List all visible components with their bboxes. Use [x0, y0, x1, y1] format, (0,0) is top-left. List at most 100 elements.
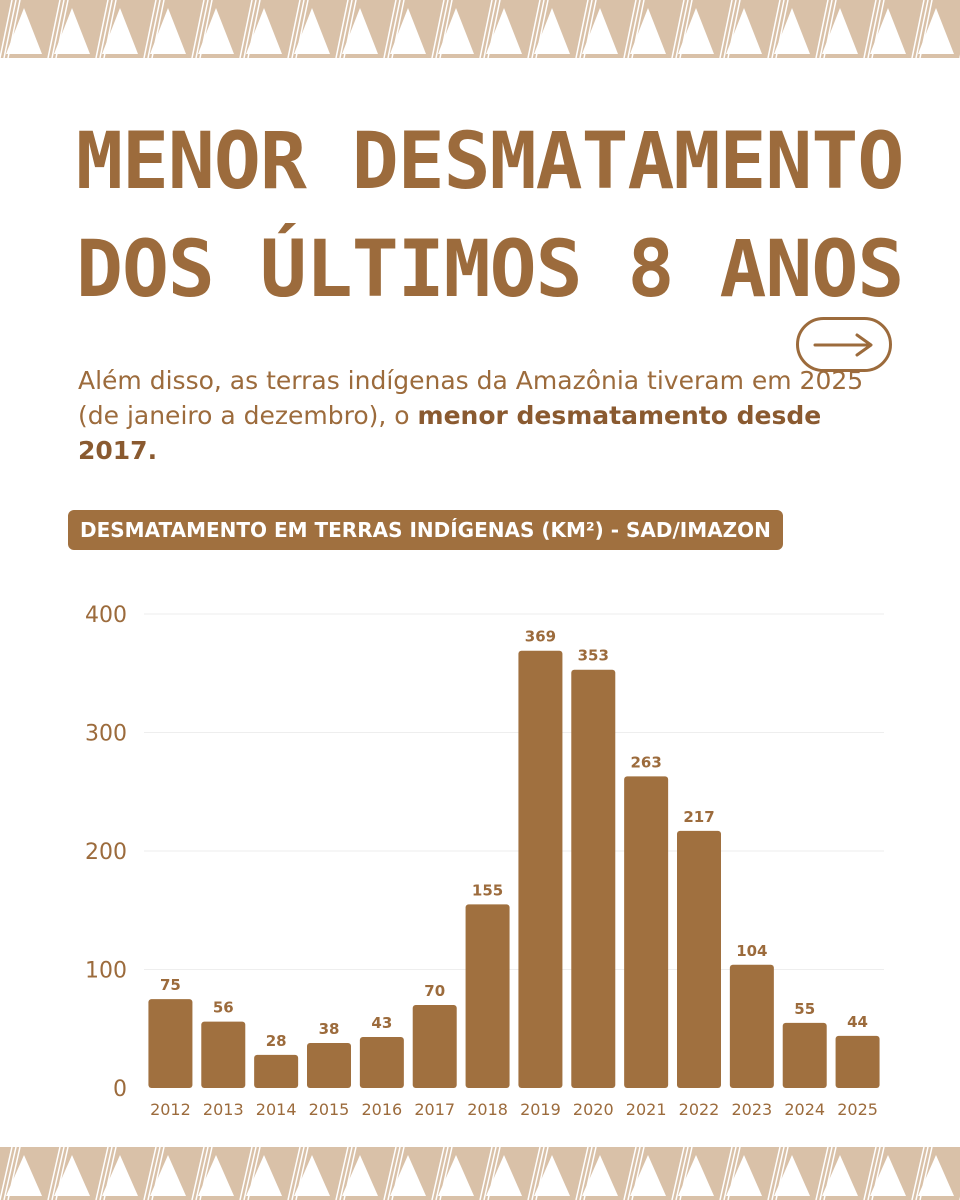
- bar-2023: [729, 964, 774, 1088]
- bar-2016: [359, 1037, 404, 1088]
- border-stripe: [435, 0, 449, 58]
- border-triangle: [198, 8, 234, 54]
- border-stripe: [243, 0, 257, 58]
- border-stripe: [679, 1147, 693, 1200]
- border-stripe: [535, 1147, 549, 1200]
- border-triangle: [774, 1155, 810, 1196]
- border-triangle: [198, 1155, 234, 1196]
- border-stripe: [439, 0, 453, 58]
- border-stripe: [7, 1147, 21, 1200]
- border-stripe: [243, 1147, 257, 1200]
- border-triangle: [294, 8, 330, 54]
- subtitle: Além disso, as terras indígenas da Amazô…: [78, 363, 878, 468]
- border-triangle: [6, 1155, 42, 1196]
- border-stripe: [579, 1147, 593, 1200]
- border-triangle: [726, 8, 762, 54]
- data-label: 75: [160, 976, 181, 994]
- data-label: 44: [847, 1013, 868, 1031]
- border-stripe: [871, 0, 885, 58]
- border-stripe: [335, 1147, 349, 1200]
- y-tick-label: 100: [85, 959, 127, 984]
- border-stripe: [339, 0, 353, 58]
- border-stripe: [143, 1147, 157, 1200]
- border-stripe: [191, 0, 205, 58]
- border-stripe: [291, 1147, 305, 1200]
- border-stripe: [55, 0, 69, 58]
- border-stripe: [775, 0, 789, 58]
- border-stripe: [815, 1147, 829, 1200]
- border-stripe: [767, 0, 781, 58]
- border-stripe: [919, 1147, 933, 1200]
- border-stripe: [527, 1147, 541, 1200]
- x-tick-label: 2023: [731, 1100, 772, 1119]
- border-stripe: [435, 1147, 449, 1200]
- border-stripe: [527, 0, 541, 58]
- border-stripe: [247, 0, 261, 58]
- y-tick-label: 200: [85, 840, 127, 865]
- decorative-border-bottom: [0, 1147, 960, 1200]
- border-stripe: [99, 0, 113, 58]
- data-label: 369: [525, 628, 556, 646]
- data-label: 104: [736, 942, 767, 960]
- border-triangle: [678, 8, 714, 54]
- bar-2019: [518, 650, 563, 1088]
- border-triangle: [870, 1155, 906, 1196]
- border-stripe: [483, 0, 497, 58]
- title-line-1: MENOR DESMATAMENTO: [76, 117, 904, 207]
- border-stripe: [199, 1147, 213, 1200]
- border-triangle: [486, 8, 522, 54]
- border-stripe: [771, 0, 785, 58]
- border-stripe: [631, 1147, 645, 1200]
- border-stripe: [483, 1147, 497, 1200]
- subtitle-bold: menor desmatamento desde 2017.: [78, 401, 822, 465]
- border-triangle: [582, 1155, 618, 1196]
- border-triangle: [918, 8, 954, 54]
- y-tick-label: 300: [85, 722, 127, 747]
- border-stripe: [919, 0, 933, 58]
- border-triangle: [534, 1155, 570, 1196]
- border-stripe: [391, 0, 405, 58]
- border-stripe: [343, 1147, 357, 1200]
- border-stripe: [679, 0, 693, 58]
- border-stripe: [815, 0, 829, 58]
- data-label: 43: [371, 1014, 392, 1032]
- border-stripe: [391, 1147, 405, 1200]
- x-tick-label: 2014: [256, 1100, 297, 1119]
- y-tick-label: 400: [85, 603, 127, 628]
- border-stripe: [387, 1147, 401, 1200]
- arrow-right-icon: [813, 333, 873, 356]
- page-title: MENOR DESMATAMENTO DOS ÚLTIMOS 8 ANOS: [76, 108, 904, 324]
- border-stripe: [771, 1147, 785, 1200]
- data-label: 217: [683, 808, 714, 826]
- border-triangle: [390, 8, 426, 54]
- border-stripe: [431, 1147, 445, 1200]
- border-stripe: [579, 0, 593, 58]
- border-triangle: [6, 8, 42, 54]
- border-triangle: [102, 1155, 138, 1196]
- border-stripe: [675, 0, 689, 58]
- border-stripe: [531, 0, 545, 58]
- border-stripe: [531, 1147, 545, 1200]
- bar-2013: [201, 1021, 246, 1088]
- bar-2017: [412, 1005, 457, 1088]
- x-tick-label: 2016: [361, 1100, 402, 1119]
- border-stripe: [583, 1147, 597, 1200]
- border-stripe: [915, 1147, 929, 1200]
- data-label: 38: [319, 1020, 340, 1038]
- border-triangle: [582, 8, 618, 54]
- border-triangle: [390, 1155, 426, 1196]
- border-triangle: [438, 1155, 474, 1196]
- border-stripe: [343, 0, 357, 58]
- border-triangle: [726, 1155, 762, 1196]
- border-stripe: [915, 0, 929, 58]
- border-stripe: [863, 1147, 877, 1200]
- x-tick-label: 2022: [679, 1100, 720, 1119]
- border-stripe: [383, 0, 397, 58]
- border-stripe: [51, 1147, 65, 1200]
- border-stripe: [151, 1147, 165, 1200]
- border-stripe: [487, 0, 501, 58]
- border-triangle: [54, 8, 90, 54]
- next-arrow-button[interactable]: [796, 317, 892, 372]
- border-stripe: [479, 1147, 493, 1200]
- border-triangle: [342, 1155, 378, 1196]
